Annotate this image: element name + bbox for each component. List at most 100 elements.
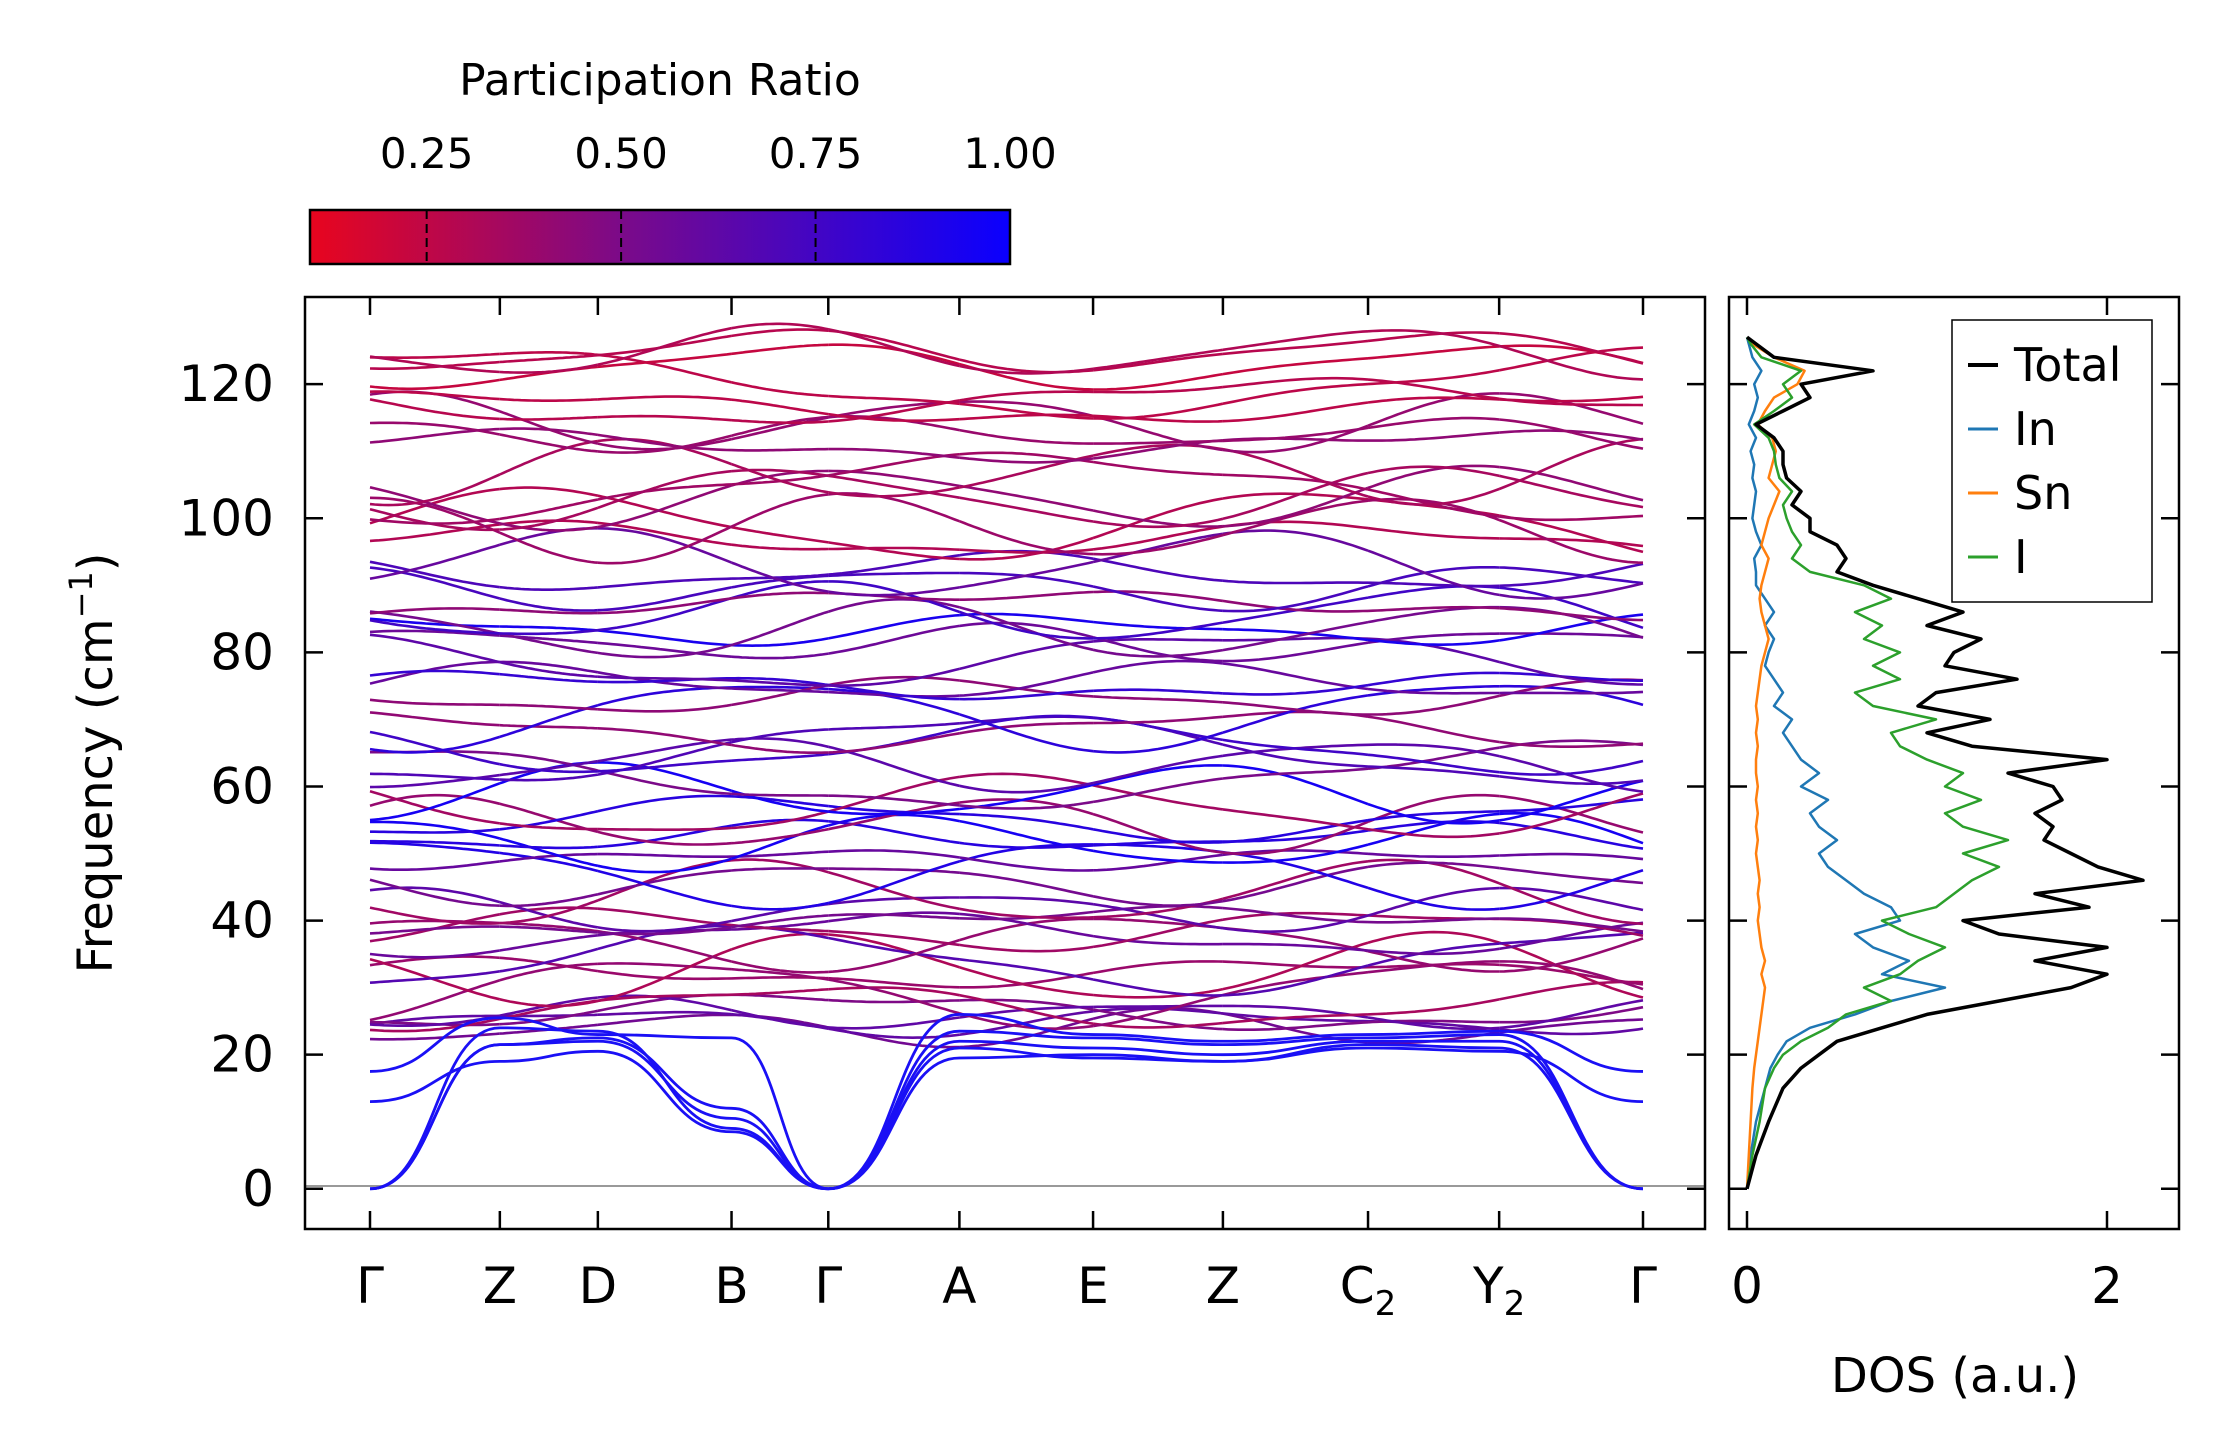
optical-branch bbox=[1092, 525, 1224, 551]
optical-branch bbox=[369, 925, 500, 935]
optical-branch bbox=[1093, 372, 1224, 391]
optical-branch bbox=[1499, 869, 1644, 911]
optical-branch bbox=[1499, 775, 1644, 785]
legend-label: In bbox=[2014, 402, 2057, 456]
optical-branch bbox=[499, 660, 599, 674]
optical-branch bbox=[1222, 382, 1369, 405]
optical-branch bbox=[1222, 499, 1369, 537]
optical-branch bbox=[597, 326, 732, 366]
optical-branch bbox=[1093, 402, 1224, 420]
optical-branch bbox=[1498, 344, 1644, 381]
optical-branch bbox=[369, 618, 500, 635]
optical-branch bbox=[959, 907, 1094, 920]
optical-branch bbox=[1092, 352, 1224, 372]
optical-branch bbox=[1498, 660, 1643, 686]
optical-branch bbox=[1092, 716, 1224, 742]
optical-branch bbox=[499, 998, 599, 1008]
optical-branch bbox=[828, 683, 960, 701]
optical-branch bbox=[1498, 582, 1644, 600]
optical-branch bbox=[828, 896, 960, 906]
optical-branch bbox=[369, 355, 500, 374]
optical-branch bbox=[499, 608, 598, 615]
optical-branch bbox=[597, 353, 732, 384]
acoustic-branch bbox=[369, 1039, 1644, 1191]
optical-branch bbox=[1092, 902, 1224, 930]
colorbar-tick-label: 0.50 bbox=[574, 129, 668, 178]
optical-branch bbox=[1499, 562, 1644, 588]
optical-branch bbox=[499, 632, 599, 655]
optical-branch bbox=[369, 543, 501, 580]
optical-branch bbox=[1499, 465, 1644, 502]
optical-branch bbox=[958, 610, 1094, 640]
optical-branch bbox=[369, 772, 500, 781]
optical-branch bbox=[1367, 852, 1500, 858]
optical-branch bbox=[1499, 418, 1644, 450]
optical-branch bbox=[1222, 914, 1369, 934]
optical-branch bbox=[1222, 1021, 1369, 1031]
optical-branch bbox=[597, 859, 732, 902]
optical-branch bbox=[1092, 895, 1224, 907]
optical-branch bbox=[731, 418, 829, 425]
optical-branch bbox=[1222, 701, 1369, 716]
optical-branch bbox=[1499, 332, 1644, 365]
high-symmetry-label: Z bbox=[483, 1257, 517, 1315]
optical-branch bbox=[959, 943, 1094, 953]
optical-branch bbox=[499, 947, 599, 973]
optical-branch bbox=[597, 686, 732, 707]
optical-branch bbox=[499, 837, 599, 868]
optical-branch bbox=[731, 792, 829, 797]
optical-branch bbox=[1222, 471, 1369, 521]
optical-branch bbox=[1092, 1008, 1223, 1031]
optical-branch bbox=[499, 397, 598, 402]
optical-branch bbox=[597, 414, 732, 422]
optical-branch bbox=[1222, 764, 1369, 806]
optical-branch bbox=[1367, 369, 1500, 386]
optical-branch bbox=[1367, 861, 1500, 870]
optical-branch bbox=[1092, 348, 1224, 371]
optical-branch bbox=[828, 986, 960, 997]
colorbar-label: Participation Ratio bbox=[459, 55, 861, 106]
optical-branch bbox=[1092, 648, 1224, 658]
optical-branch bbox=[1499, 566, 1644, 585]
optical-branch bbox=[1092, 784, 1224, 811]
optical-branch bbox=[1222, 486, 1369, 528]
optical-branch bbox=[731, 728, 829, 744]
optical-branch bbox=[597, 794, 732, 813]
optical-branch bbox=[1222, 683, 1369, 696]
optical-branch bbox=[1498, 518, 1644, 564]
optical-branch bbox=[499, 956, 599, 973]
optical-branch bbox=[369, 660, 500, 685]
y-tick-label: 80 bbox=[210, 623, 274, 681]
optical-branch bbox=[1222, 743, 1369, 768]
acoustic-branch bbox=[369, 1036, 1644, 1191]
optical-branch bbox=[597, 483, 732, 501]
optical-branch bbox=[828, 399, 960, 423]
optical-branch bbox=[1092, 828, 1223, 844]
optical-branch bbox=[499, 906, 598, 916]
optical-branch bbox=[959, 1017, 1094, 1049]
optical-branch bbox=[1499, 537, 1644, 548]
optical-branch bbox=[731, 610, 829, 647]
optical-branch bbox=[959, 606, 1094, 652]
optical-branch bbox=[1368, 431, 1500, 442]
optical-branch bbox=[369, 352, 500, 359]
optical-branch bbox=[1499, 812, 1644, 845]
optical-branch bbox=[369, 949, 500, 959]
optical-branch bbox=[1367, 828, 1500, 839]
optical-branch bbox=[731, 988, 829, 996]
optical-branch bbox=[369, 390, 500, 401]
optical-branch bbox=[959, 917, 1094, 942]
optical-branch bbox=[1092, 532, 1224, 564]
optical-branch bbox=[1092, 754, 1224, 785]
optical-branch bbox=[499, 723, 598, 730]
optical-branch bbox=[828, 541, 960, 561]
optical-branch bbox=[1093, 1004, 1223, 1009]
optical-branch bbox=[499, 1009, 599, 1026]
optical-branch bbox=[499, 759, 599, 777]
optical-branch bbox=[731, 867, 829, 872]
optical-branch bbox=[1499, 514, 1644, 522]
optical-branch bbox=[499, 585, 599, 591]
optical-branch bbox=[731, 637, 829, 648]
optical-branch bbox=[369, 473, 501, 507]
optical-branch bbox=[1499, 759, 1644, 776]
